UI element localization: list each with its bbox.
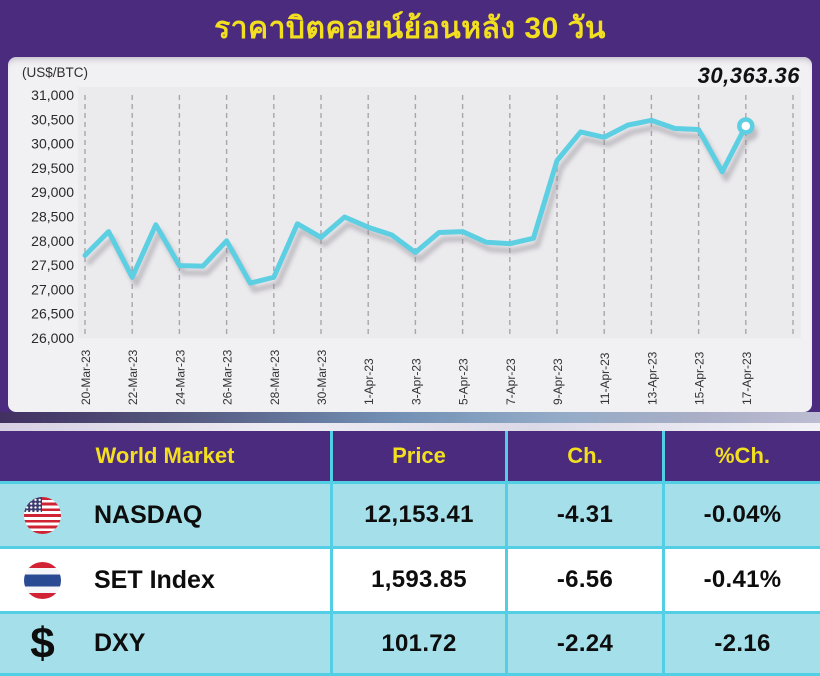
us-flag-icon: [24, 496, 61, 534]
column-header-world-market: World Market: [0, 431, 333, 481]
svg-text:27,500: 27,500: [31, 257, 74, 273]
svg-text:26,500: 26,500: [31, 306, 74, 322]
svg-text:31,000: 31,000: [31, 87, 74, 103]
table-row-dxy: $ DXY 101.72 -2.24 -2.16: [0, 611, 820, 676]
table-header-row: World Market Price Ch. %Ch.: [0, 431, 820, 481]
svg-text:5-Apr-23: 5-Apr-23: [457, 358, 471, 405]
svg-text:30,500: 30,500: [31, 111, 74, 127]
svg-text:29,500: 29,500: [31, 160, 74, 176]
svg-text:7-Apr-23: 7-Apr-23: [504, 358, 518, 405]
svg-text:13-Apr-23: 13-Apr-23: [645, 351, 659, 405]
svg-text:29,000: 29,000: [31, 184, 74, 200]
change-value: -2.24: [508, 614, 665, 673]
dollar-icon: $: [30, 618, 55, 668]
svg-text:11-Apr-23: 11-Apr-23: [598, 352, 612, 405]
table-row-nasdaq: NASDAQ 12,153.41 -4.31 -0.04%: [0, 481, 820, 546]
price-value: 1,593.85: [333, 549, 508, 611]
svg-text:26-Mar-23: 26-Mar-23: [221, 349, 235, 405]
svg-text:30,000: 30,000: [31, 136, 74, 152]
market-name: DXY: [94, 629, 146, 657]
svg-text:15-Apr-23: 15-Apr-23: [693, 351, 707, 405]
column-header-change: Ch.: [508, 431, 665, 481]
svg-text:30-Mar-23: 30-Mar-23: [315, 349, 329, 405]
svg-text:28,500: 28,500: [31, 209, 74, 225]
gradient-divider: [0, 412, 820, 423]
column-header-pct-change: %Ch.: [715, 443, 770, 468]
market-name: NASDAQ: [94, 500, 203, 529]
change-value: -4.31: [508, 484, 665, 546]
svg-text:28,000: 28,000: [31, 233, 74, 249]
svg-text:24-Mar-23: 24-Mar-23: [173, 349, 187, 405]
pct-change-value: -0.41%: [703, 566, 782, 593]
page-title: ราคาบิตคอยน์ย้อนหลัง 30 วัน: [214, 12, 606, 45]
svg-text:22-Mar-23: 22-Mar-23: [126, 349, 140, 405]
latest-price-label: 30,363.36: [697, 63, 800, 88]
svg-text:3-Apr-23: 3-Apr-23: [409, 358, 423, 405]
title-bar: ราคาบิตคอยน์ย้อนหลัง 30 วัน: [0, 0, 820, 57]
price-value: 101.72: [333, 614, 508, 673]
th-flag-icon: [24, 561, 61, 599]
svg-text:17-Apr-23: 17-Apr-23: [740, 351, 754, 405]
world-market-table: World Market Price Ch. %Ch. NASDAQ 12,15…: [0, 431, 820, 676]
svg-text:1-Apr-23: 1-Apr-23: [362, 358, 376, 405]
pct-change-value: -2.16: [714, 629, 771, 657]
light-divider: [0, 423, 820, 431]
svg-text:20-Mar-23: 20-Mar-23: [79, 349, 93, 405]
price-value: 12,153.41: [333, 484, 508, 546]
svg-text:26,000: 26,000: [31, 330, 74, 346]
price-line-chart: 31,000 30,500 30,000 29,500 29,000 28,500 28,0…: [31, 87, 801, 405]
svg-text:27,000: 27,000: [31, 281, 74, 297]
column-header-price: Price: [333, 431, 508, 481]
bitcoin-chart-card: (US$/BTC) 30,363.36 31,000 30,500 30,000 29…: [8, 57, 812, 412]
pct-change-value: -0.04%: [703, 501, 782, 528]
change-value: -6.56: [508, 549, 665, 611]
market-name: SET Index: [94, 565, 215, 594]
y-axis-unit-label: (US$/BTC): [22, 65, 89, 80]
svg-text:28-Mar-23: 28-Mar-23: [268, 349, 282, 405]
svg-text:9-Apr-23: 9-Apr-23: [551, 358, 565, 405]
table-row-set-index: SET Index 1,593.85 -6.56 -0.41%: [0, 546, 820, 611]
